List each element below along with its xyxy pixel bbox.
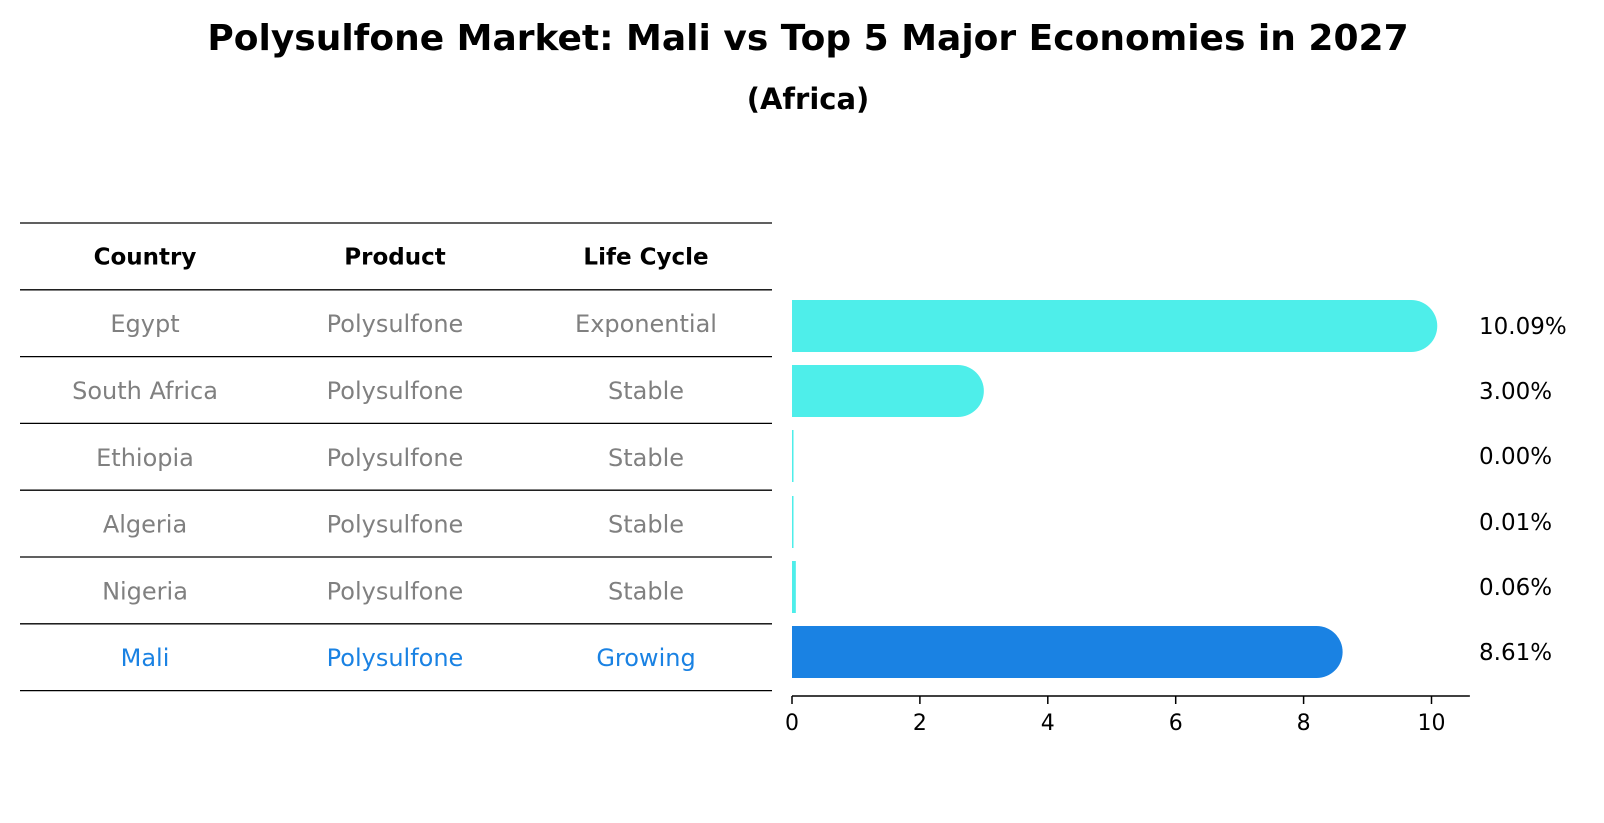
bar-value-label: 0.06% [1479,575,1552,601]
bar-value-label: 10.09% [1479,314,1567,340]
table-cell: Mali [121,644,170,672]
table-cell: Polysulfone [327,511,464,539]
table-cell: Egypt [110,310,179,338]
bar-value-label: 8.61% [1479,640,1552,666]
table-cell: Stable [608,444,684,472]
bar-value-label: 0.00% [1479,444,1552,470]
table-cell: Polysulfone [327,577,464,605]
chart-title: Polysulfone Market: Mali vs Top 5 Major … [207,18,1408,59]
bar [792,430,794,482]
x-tick-label: 6 [1169,711,1183,736]
bar [792,561,796,613]
x-tick-label: 10 [1418,711,1446,736]
table-cell: Exponential [575,310,717,338]
table-cell: Polysulfone [327,377,464,405]
chart-subtitle: (Africa) [747,82,870,116]
x-axis: 0 2 4 6 8 10 [785,695,1470,736]
table-cell: Polysulfone [327,444,464,472]
bar [792,365,984,417]
table-cell: Stable [608,511,684,539]
bar [792,626,1343,678]
table-header-cell: Country [94,244,197,270]
table-header-cell: Life Cycle [583,244,708,270]
table-cell: Polysulfone [327,310,464,338]
table-header-cell: Product [344,244,445,270]
x-tick-label: 2 [913,711,927,736]
table-cell: Nigeria [102,577,188,605]
table-cell: Polysulfone [327,644,464,672]
table-cell: Growing [596,644,695,672]
data-table: Country Product Life Cycle Egypt Polysulfone… [20,222,772,692]
table-cell: Ethiopia [96,444,194,472]
x-tick-label: 4 [1041,711,1055,736]
bar [792,496,794,548]
x-tick-label: 0 [785,711,799,736]
table-cell: Algeria [103,511,187,539]
x-tick-label: 8 [1297,711,1311,736]
table-cell: Stable [608,377,684,405]
bar-plot: 10.09% 3.00% 0.00% 0.01% 0.06% 8.61% [792,300,1567,678]
bar-value-label: 0.01% [1479,510,1552,536]
bar [792,300,1438,352]
table-cell: South Africa [72,377,218,405]
bar-value-label: 3.00% [1479,379,1552,405]
table-cell: Stable [608,577,684,605]
